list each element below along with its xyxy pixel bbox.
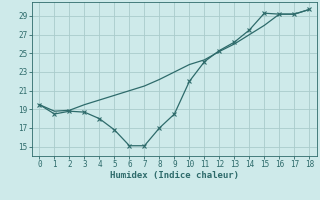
X-axis label: Humidex (Indice chaleur): Humidex (Indice chaleur) (110, 171, 239, 180)
